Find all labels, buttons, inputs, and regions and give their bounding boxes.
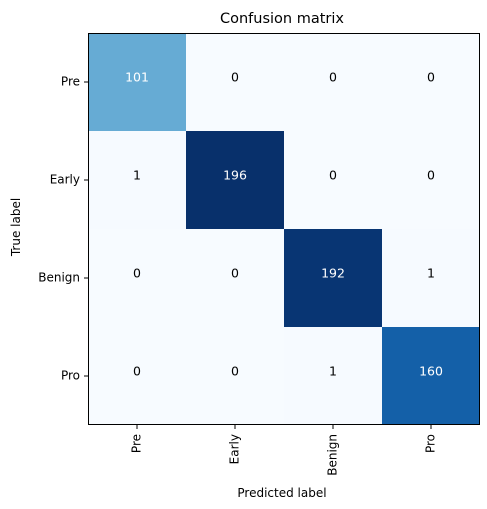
cell-value-3-3: 160 bbox=[419, 364, 443, 379]
x-tick-label: Benign bbox=[326, 434, 340, 476]
heatmap-cell-1-3 bbox=[382, 131, 480, 229]
heatmap-cell-0-1 bbox=[186, 33, 284, 131]
heatmap-cell-1-1 bbox=[186, 131, 284, 229]
cell-value-2-2: 192 bbox=[321, 266, 345, 281]
cell-value-2-1: 0 bbox=[231, 266, 239, 281]
cell-value-3-0: 0 bbox=[133, 364, 141, 379]
cell-value-2-0: 0 bbox=[133, 266, 141, 281]
x-tick-label: Pro bbox=[424, 434, 438, 453]
cell-value-0-0: 101 bbox=[125, 70, 149, 85]
y-axis-label: True label bbox=[9, 198, 23, 257]
cell-value-3-2: 1 bbox=[329, 364, 337, 379]
heatmap-cell-3-0 bbox=[88, 327, 186, 425]
heatmap-cell-3-1 bbox=[186, 327, 284, 425]
cell-value-2-3: 1 bbox=[427, 266, 435, 281]
heatmap-cell-2-3 bbox=[382, 229, 480, 327]
y-tick-label: Pre bbox=[61, 75, 80, 89]
x-tick-label: Early bbox=[228, 434, 242, 464]
heatmap-cell-3-2 bbox=[284, 327, 382, 425]
cell-value-0-2: 0 bbox=[329, 70, 337, 85]
heatmap-cell-3-3 bbox=[382, 327, 480, 425]
cell-value-0-3: 0 bbox=[427, 70, 435, 85]
cell-value-3-1: 0 bbox=[231, 364, 239, 379]
y-tick-label: Pro bbox=[61, 369, 80, 383]
x-axis-label: Predicted label bbox=[237, 486, 326, 500]
heatmap-cell-2-1 bbox=[186, 229, 284, 327]
cell-value-0-1: 0 bbox=[231, 70, 239, 85]
cell-value-1-2: 0 bbox=[329, 168, 337, 183]
heatmap-cells bbox=[88, 33, 480, 425]
chart-title: Confusion matrix bbox=[220, 11, 344, 27]
plot-frame bbox=[88, 33, 480, 425]
y-tick-label: Benign bbox=[38, 271, 80, 285]
heatmap-cell-2-2 bbox=[284, 229, 382, 327]
cell-value-1-1: 196 bbox=[223, 168, 247, 183]
heatmap-cell-1-2 bbox=[284, 131, 382, 229]
heatmap-cell-0-3 bbox=[382, 33, 480, 131]
cell-value-1-0: 1 bbox=[133, 168, 141, 183]
heatmap-cell-2-0 bbox=[88, 229, 186, 327]
x-tick-label: Pre bbox=[130, 434, 144, 453]
heatmap-cell-0-0 bbox=[88, 33, 186, 131]
heatmap-cell-1-0 bbox=[88, 131, 186, 229]
y-axis-ticks: Pre Early Benign Pro bbox=[38, 75, 88, 383]
heatmap-cell-0-2 bbox=[284, 33, 382, 131]
y-tick-label: Early bbox=[50, 173, 80, 187]
cell-value-1-3: 0 bbox=[427, 168, 435, 183]
x-axis-ticks: Pre Early Benign Pro bbox=[130, 425, 438, 476]
heatmap-cell-labels: 101 0 0 0 1 196 0 0 0 0 192 1 0 0 1 160 bbox=[125, 70, 443, 379]
